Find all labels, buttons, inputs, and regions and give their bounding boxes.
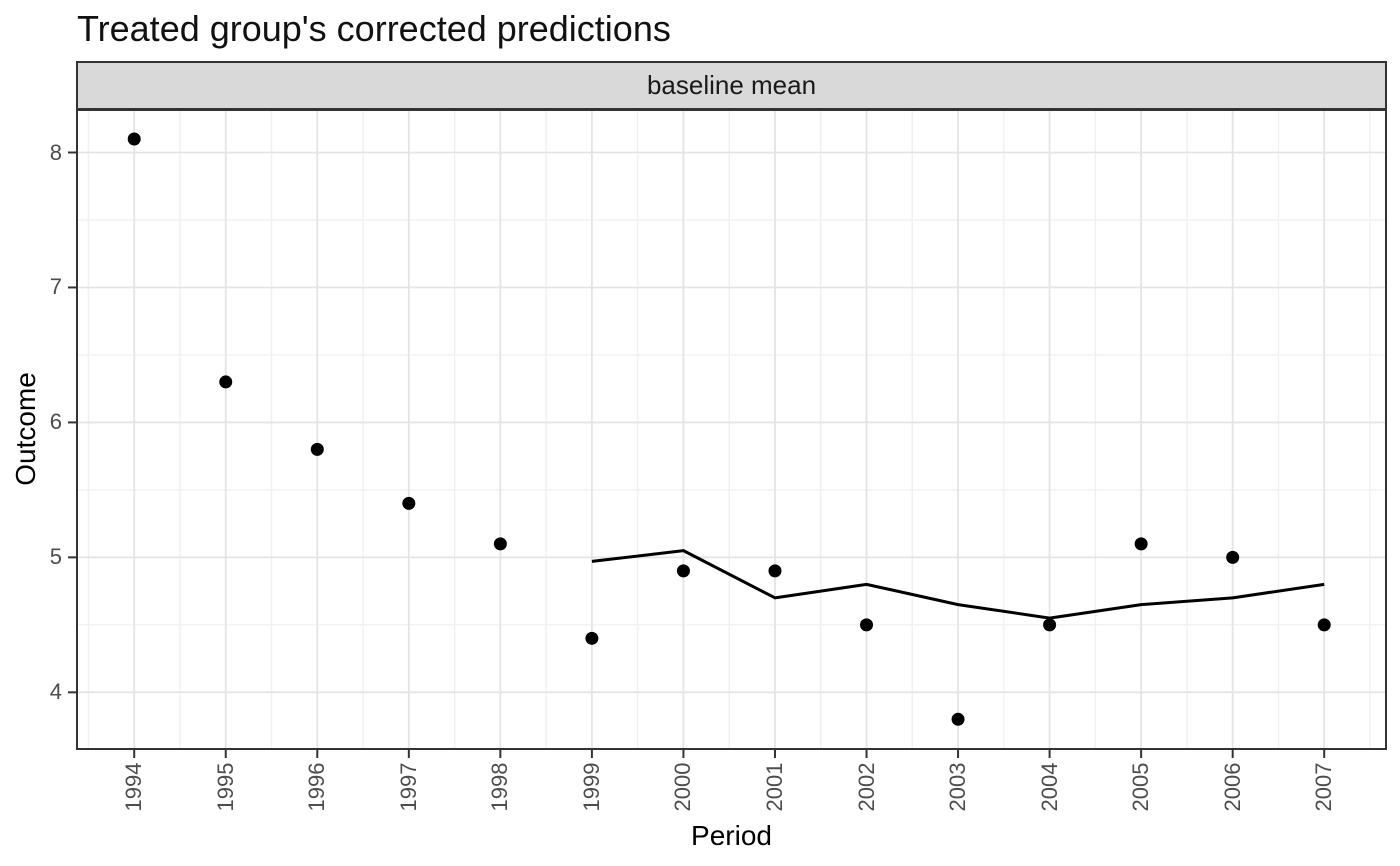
data-point [310,442,324,456]
data-point [1317,618,1331,632]
x-tick-label: 2003 [945,762,971,812]
y-axis-title: Outcome [10,372,41,486]
y-tick-label: 7 [49,274,62,300]
data-point [676,564,690,578]
axis-ticks [68,151,1326,758]
data-point [402,496,416,510]
data-point [1043,618,1057,632]
data-point [1226,550,1240,564]
x-tick-label: 2001 [761,762,787,812]
x-axis-title: Period [691,820,772,851]
facet-strip-label: baseline mean [646,70,817,100]
data-point [219,375,233,389]
grid-major [77,110,1386,749]
y-tick-label: 8 [49,139,62,165]
x-tick-label: 2007 [1311,762,1337,812]
y-tick-label: 5 [49,544,62,570]
y-tick-label: 6 [49,409,62,435]
x-tick-label: 2006 [1219,762,1245,812]
grid-minor [77,110,1386,749]
x-tick-label: 1996 [304,762,330,812]
facet-strip: baseline mean [76,61,1387,110]
data-point [585,631,599,645]
data-point [493,537,507,551]
x-tick-label: 2004 [1036,762,1062,812]
data-points [127,132,1331,726]
x-tick-label: 2000 [670,762,696,812]
x-tick-label: 1994 [121,762,147,812]
x-tick-label: 1998 [487,762,513,812]
panel-border [76,109,1387,750]
data-point [860,618,874,632]
x-tick-label: 1997 [395,762,421,812]
data-point [768,564,782,578]
data-point [1134,537,1148,551]
x-tick-label: 1995 [212,762,238,812]
data-point [127,132,141,146]
x-tick-label: 2002 [853,762,879,812]
prediction-line [591,549,1325,620]
y-tick-label: 4 [49,679,62,705]
chart-title: Treated group's corrected predictions [77,8,671,49]
x-tick-label: 2005 [1128,762,1154,812]
x-tick-label: 1999 [578,762,604,812]
data-point [951,712,965,726]
